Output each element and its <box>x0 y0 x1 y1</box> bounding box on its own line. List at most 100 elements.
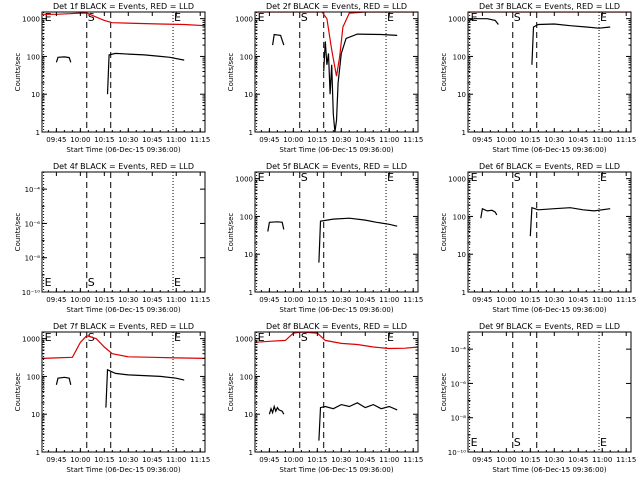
y-tick-label: 10⁻⁴ <box>451 346 467 354</box>
x-tick-label: 11:15 <box>403 456 423 464</box>
y-tick-label: 10⁻¹⁰ <box>22 289 40 297</box>
y-tick-label: 1 <box>249 129 253 137</box>
panel-data <box>42 12 205 95</box>
y-tick-label: 1000 <box>448 16 466 24</box>
marker-label: E <box>45 331 52 344</box>
x-tick-label: 11:15 <box>403 296 423 304</box>
marker-label: E <box>258 11 265 24</box>
x-tick-label: 09:45 <box>46 456 66 464</box>
y-tick-label: 100 <box>240 373 253 381</box>
y-tick-label: 10⁻⁸ <box>25 255 41 263</box>
y-axis-label: Counts/sec <box>227 213 235 252</box>
x-tick-label: 10:00 <box>70 456 90 464</box>
marker-label: E <box>258 171 265 184</box>
panel-data <box>255 12 418 132</box>
plot-frame <box>467 331 632 453</box>
x-tick-label: 10:15 <box>307 456 327 464</box>
y-tick-label: 10 <box>457 91 466 99</box>
x-tick-label: 10:45 <box>142 456 162 464</box>
y-tick-label: 1000 <box>22 16 40 24</box>
series-events-line <box>480 206 611 237</box>
panel-title: Det 8f BLACK = Events, RED = LLD <box>266 322 407 331</box>
x-tick-label: 11:00 <box>166 136 186 144</box>
x-tick-label: 09:45 <box>259 296 279 304</box>
plot-frame <box>254 331 419 453</box>
x-axis-label: Start Time (06-Dec-15 09:36:00) <box>279 466 393 474</box>
x-tick-label: 10:30 <box>331 456 351 464</box>
y-tick-label: 100 <box>240 213 253 221</box>
series-events-line <box>268 402 398 441</box>
plot-frame <box>254 171 419 293</box>
panel-data <box>255 332 418 441</box>
x-tick-label: 10:45 <box>355 296 375 304</box>
x-axis-label: Start Time (06-Dec-15 09:36:00) <box>492 306 606 314</box>
panel-data <box>468 12 631 65</box>
x-axis-label: Start Time (06-Dec-15 09:36:00) <box>66 466 180 474</box>
marker-label: E <box>387 331 394 344</box>
panel-data <box>42 335 205 408</box>
plot-frame <box>467 171 632 293</box>
y-axis-label: Counts/sec <box>440 373 448 412</box>
marker-label: E <box>600 436 607 449</box>
x-tick-label: 10:15 <box>94 136 114 144</box>
x-tick-label: 10:15 <box>307 296 327 304</box>
x-tick-label: 09:45 <box>472 296 492 304</box>
marker-label: E <box>174 276 181 289</box>
marker-label: S <box>514 171 521 184</box>
x-tick-label: 09:45 <box>259 456 279 464</box>
series-events-line <box>272 33 398 132</box>
x-tick-label: 09:45 <box>472 136 492 144</box>
series-lld-line <box>42 12 205 27</box>
x-tick-label: 10:45 <box>355 136 375 144</box>
y-tick-label: 1000 <box>448 176 466 184</box>
x-tick-label: 09:45 <box>46 136 66 144</box>
panel-title: Det 5f BLACK = Events, RED = LLD <box>266 162 407 171</box>
y-tick-label: 1000 <box>235 16 253 24</box>
x-tick-label: 10:30 <box>331 296 351 304</box>
x-tick-label: 09:45 <box>259 136 279 144</box>
y-tick-label: 10 <box>457 251 466 259</box>
y-tick-label: 1 <box>462 289 466 297</box>
x-tick-label: 10:00 <box>283 136 303 144</box>
x-tick-label: 10:30 <box>544 456 564 464</box>
y-tick-label: 1 <box>249 289 253 297</box>
x-tick-label: 10:30 <box>544 136 564 144</box>
x-tick-label: 10:45 <box>142 296 162 304</box>
series-lld-line <box>255 332 418 350</box>
y-tick-label: 100 <box>27 53 40 61</box>
marker-label: S <box>88 11 95 24</box>
x-axis-label: Start Time (06-Dec-15 09:36:00) <box>66 306 180 314</box>
marker-label: E <box>387 171 394 184</box>
marker-label: E <box>600 171 607 184</box>
x-tick-label: 11:15 <box>616 136 636 144</box>
y-axis-label: Counts/sec <box>14 53 22 92</box>
x-tick-label: 11:00 <box>592 456 612 464</box>
y-tick-label: 100 <box>27 373 40 381</box>
y-tick-label: 1000 <box>235 336 253 344</box>
x-tick-label: 10:15 <box>94 456 114 464</box>
x-axis-label: Start Time (06-Dec-15 09:36:00) <box>492 466 606 474</box>
y-tick-label: 100 <box>453 53 466 61</box>
x-tick-label: 11:00 <box>166 296 186 304</box>
x-axis-label: Start Time (06-Dec-15 09:36:00) <box>66 146 180 154</box>
marker-label: E <box>174 11 181 24</box>
y-axis-label: Counts/sec <box>14 213 22 252</box>
series-events-line <box>267 217 398 263</box>
series-events-line <box>55 368 185 408</box>
marker-label: E <box>600 11 607 24</box>
x-tick-label: 11:00 <box>592 136 612 144</box>
panel-title: Det 4f BLACK = Events, RED = LLD <box>53 162 194 171</box>
panel-title: Det 2f BLACK = Events, RED = LLD <box>266 2 407 11</box>
detector-panel-4: Det 4f BLACK = Events, RED = LLD E S E 09:45… <box>14 162 210 314</box>
panel-title: Det 3f BLACK = Events, RED = LLD <box>479 2 620 11</box>
y-axis-label: Counts/sec <box>14 373 22 412</box>
y-axis-label: Counts/sec <box>440 53 448 92</box>
x-tick-label: 10:45 <box>142 136 162 144</box>
y-tick-label: 10 <box>31 411 40 419</box>
x-tick-label: 10:45 <box>568 456 588 464</box>
y-tick-label: 100 <box>453 213 466 221</box>
